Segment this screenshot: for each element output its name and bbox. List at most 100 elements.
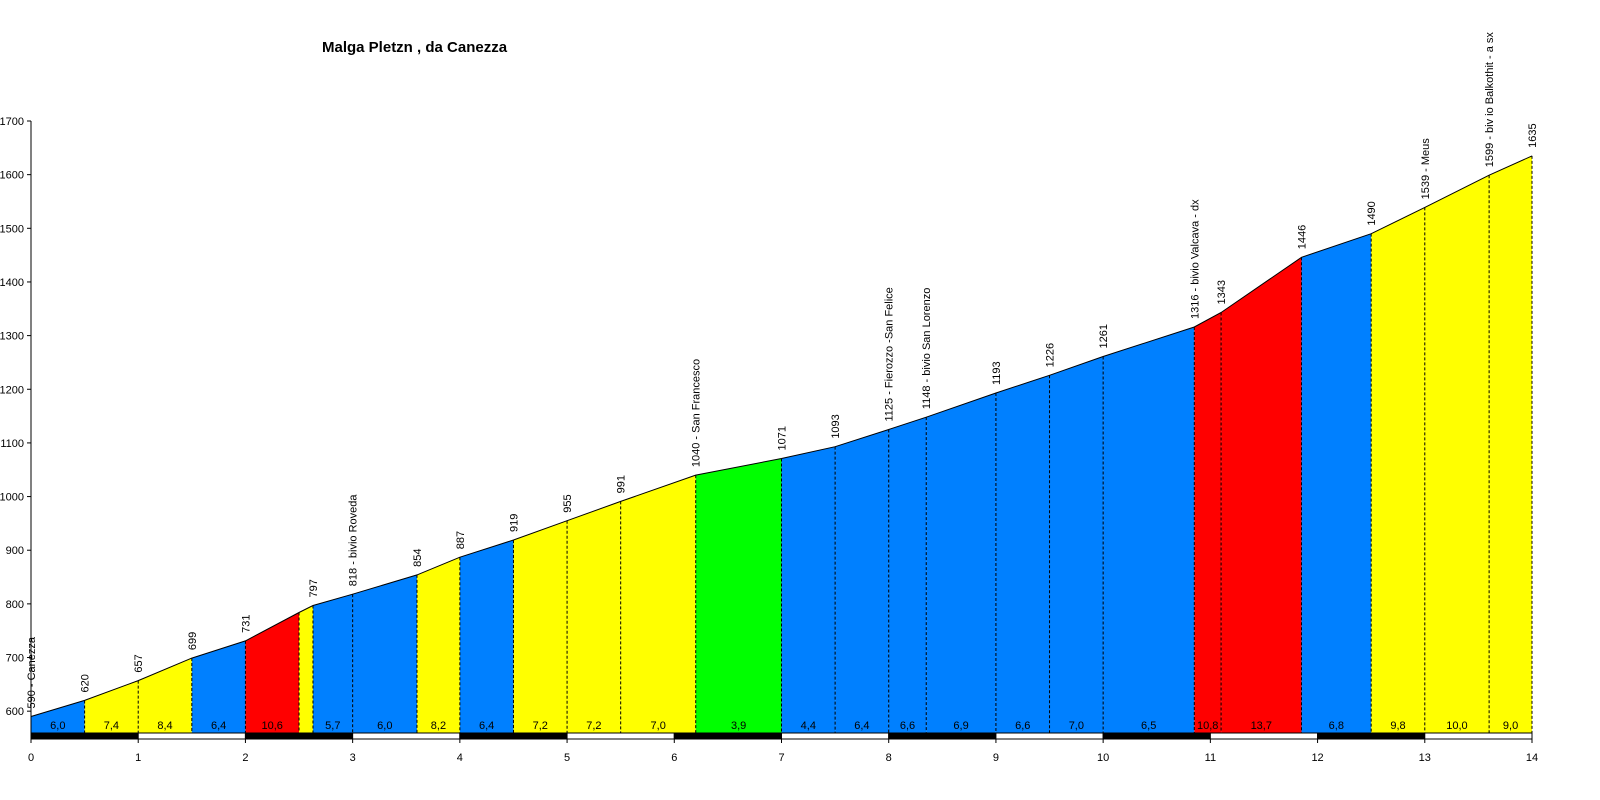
- segment-dividers: [84, 155, 1533, 733]
- distance-bar-segment: [1317, 732, 1426, 740]
- distance-bar-segment: [1209, 732, 1319, 740]
- segment-fill: [352, 574, 417, 733]
- distance-bar-segment: [137, 732, 246, 740]
- x-tick-label: 12: [1311, 752, 1323, 764]
- gradient-label: 8,4: [157, 720, 172, 732]
- gradient-label: 5,7: [325, 720, 340, 732]
- elevation-label: 818 - bivio Roveda: [348, 494, 360, 587]
- segment-fill: [84, 680, 139, 733]
- distance-bar-segment: [459, 732, 568, 740]
- elevation-label: 1316 - bivio Valcava - dx: [1189, 199, 1201, 319]
- x-tick-label: 4: [457, 752, 463, 764]
- segment-fill: [781, 446, 836, 733]
- gradient-label: 4,4: [801, 720, 816, 732]
- y-tick-label: 1300: [0, 331, 24, 343]
- segment-fill: [459, 540, 514, 733]
- x-tick-label: 3: [350, 752, 356, 764]
- y-tick-label: 1100: [0, 438, 24, 450]
- segment-fill: [417, 557, 460, 733]
- gradient-label: 6,6: [900, 720, 915, 732]
- gradient-label: 6,0: [50, 720, 65, 732]
- elevation-label: 590 - Canezza: [26, 636, 38, 708]
- gradient-label: 6,4: [211, 720, 226, 732]
- gradient-label: 9,8: [1390, 720, 1405, 732]
- distance-bar-segment: [1424, 732, 1533, 740]
- x-tick-label: 2: [242, 752, 248, 764]
- gradient-label: 7,2: [586, 720, 601, 732]
- gradient-label: 6,4: [854, 720, 869, 732]
- segment-fill: [513, 520, 568, 733]
- elevation-label: 1261: [1098, 324, 1110, 348]
- axes: 6007008009001000110012001300140015001600…: [0, 116, 1538, 764]
- segment-fill: [567, 501, 621, 733]
- segment-fill: [138, 658, 192, 733]
- segment-fill: [888, 417, 927, 733]
- gradient-labels: 6,0 7,4 8,4 6,4 10,6 5,7 6,0 8,2 6,4 7,2 7,2 7,0 3,9…: [50, 720, 1518, 732]
- elevation-label: 955: [562, 494, 574, 512]
- elevation-label: 797: [308, 579, 320, 597]
- y-tick-label: 700: [6, 653, 24, 665]
- gradient-label: 8,2: [431, 720, 446, 732]
- distance-bar-segment: [888, 732, 997, 740]
- elevation-label: 657: [133, 654, 145, 672]
- y-tick-label: 1000: [0, 492, 24, 504]
- x-tick-label: 13: [1419, 752, 1431, 764]
- elevation-label: 1539 - Meus: [1420, 138, 1432, 200]
- chart-title: Malga Pletzn , da Canezza: [322, 39, 508, 56]
- elevation-label: 1071: [777, 426, 789, 450]
- gradient-label: 13,7: [1251, 720, 1272, 732]
- x-tick-label: 7: [778, 752, 784, 764]
- distance-bar-segment: [673, 732, 782, 740]
- elevation-label: 699: [187, 632, 199, 650]
- segment-fill: [1371, 207, 1425, 733]
- y-tick-label: 800: [6, 599, 24, 611]
- elevation-label: 1093: [830, 414, 842, 438]
- elevation-label: 991: [616, 475, 628, 493]
- segment-fill: [620, 475, 696, 733]
- y-tick-label: 1500: [0, 223, 24, 235]
- y-tick-label: 600: [6, 706, 24, 718]
- elevation-label: 1125 - Fierozzo -San Felice: [884, 287, 896, 421]
- gradient-label: 3,9: [731, 720, 746, 732]
- gradient-label: 9,0: [1503, 720, 1518, 732]
- elevation-label: 1040 - San Francesco: [691, 359, 703, 467]
- x-tick-label: 5: [564, 752, 570, 764]
- segment-fill: [835, 429, 889, 733]
- segment-fill: [1424, 175, 1490, 733]
- x-tick-label: 10: [1097, 752, 1109, 764]
- x-tick-label: 1: [135, 752, 141, 764]
- elevation-label: 620: [80, 674, 92, 692]
- elevation-label: 731: [240, 615, 252, 633]
- elevation-label: 1343: [1216, 280, 1228, 304]
- segment-fill: [31, 700, 85, 733]
- segment-fill: [313, 594, 353, 733]
- segment-fill: [1489, 155, 1532, 733]
- gradient-label: 10,6: [262, 720, 283, 732]
- x-tick-label: 11: [1205, 752, 1216, 764]
- x-tick-label: 0: [28, 752, 34, 764]
- elevation-label: 1193: [991, 361, 1003, 385]
- y-tick-label: 1400: [0, 277, 24, 289]
- distance-bar-segment: [244, 732, 354, 740]
- elevation-label: 1226: [1045, 343, 1057, 367]
- elevation-label: 1635: [1527, 123, 1539, 147]
- y-tick-label: 1600: [0, 170, 24, 182]
- segment-fill: [995, 375, 1050, 733]
- distance-bar-segment: [995, 732, 1104, 740]
- distance-bar-segment: [352, 732, 461, 740]
- gradient-label: 6,5: [1141, 720, 1156, 732]
- gradient-label: 7,2: [533, 720, 548, 732]
- elevation-label: 887: [455, 531, 467, 549]
- elevation-labels: 590 - Canezza 620 657 699 731 797 818 - bivio …: [26, 32, 1539, 709]
- elevation-label: 854: [412, 549, 424, 567]
- gradient-label: 10,8: [1197, 720, 1218, 732]
- gradient-label: 7,4: [104, 720, 119, 732]
- y-tick-label: 1700: [0, 116, 24, 128]
- gradient-label: 6,6: [1015, 720, 1030, 732]
- segment-fill: [695, 458, 782, 733]
- segment-fill: [1221, 257, 1302, 733]
- distance-bar: [30, 732, 1533, 740]
- gradient-label: 6,8: [1329, 720, 1344, 732]
- x-tick-label: 9: [993, 752, 999, 764]
